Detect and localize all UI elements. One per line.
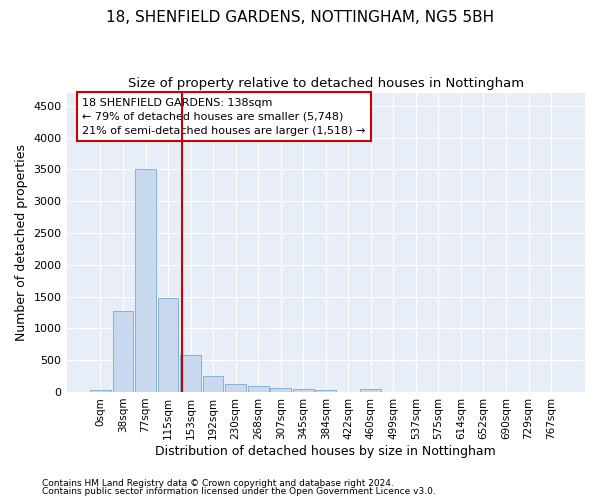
Y-axis label: Number of detached properties: Number of detached properties xyxy=(15,144,28,341)
Bar xyxy=(361,390,381,392)
Bar xyxy=(90,390,111,392)
Text: Contains HM Land Registry data © Crown copyright and database right 2024.: Contains HM Land Registry data © Crown c… xyxy=(42,478,394,488)
Bar xyxy=(316,390,336,392)
Text: 18 SHENFIELD GARDENS: 138sqm
← 79% of detached houses are smaller (5,748)
21% of: 18 SHENFIELD GARDENS: 138sqm ← 79% of de… xyxy=(82,98,365,136)
Text: Contains public sector information licensed under the Open Government Licence v3: Contains public sector information licen… xyxy=(42,487,436,496)
Bar xyxy=(271,388,291,392)
Title: Size of property relative to detached houses in Nottingham: Size of property relative to detached ho… xyxy=(128,78,524,90)
Bar xyxy=(113,311,133,392)
Bar xyxy=(248,386,269,392)
Bar xyxy=(180,355,201,392)
Bar xyxy=(203,376,223,392)
Bar xyxy=(225,384,246,392)
Bar xyxy=(135,170,156,392)
X-axis label: Distribution of detached houses by size in Nottingham: Distribution of detached houses by size … xyxy=(155,444,496,458)
Text: 18, SHENFIELD GARDENS, NOTTINGHAM, NG5 5BH: 18, SHENFIELD GARDENS, NOTTINGHAM, NG5 5… xyxy=(106,10,494,25)
Bar xyxy=(293,390,314,392)
Bar xyxy=(158,298,178,392)
